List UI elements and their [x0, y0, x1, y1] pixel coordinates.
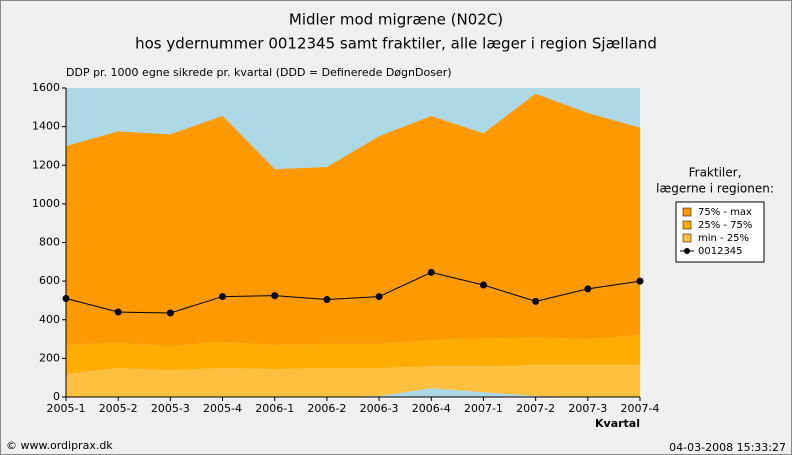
x-tick-label: 2005-3 — [151, 402, 190, 415]
y-tick-label: 400 — [39, 313, 60, 326]
y-tick-label: 600 — [39, 274, 60, 287]
marker — [219, 293, 227, 301]
y-tick-label: 1400 — [32, 120, 60, 133]
line — [65, 271, 641, 314]
area — [66, 93, 640, 346]
x-tick-label: 2005-1 — [47, 402, 86, 415]
marker — [532, 297, 540, 305]
x-tick-label: 2007-2 — [516, 402, 555, 415]
area — [66, 388, 640, 397]
marker — [271, 292, 279, 300]
marker — [479, 281, 487, 289]
marker — [636, 277, 644, 285]
marker — [62, 295, 70, 303]
legend-label: 75% - max — [698, 207, 752, 218]
legend-title: Fraktiler, — [689, 166, 742, 180]
x-axis-label: Kvartal — [595, 417, 640, 430]
footer: © www.ordiprax.dk — [6, 439, 113, 452]
marker — [427, 268, 435, 276]
legend-marker — [684, 248, 690, 254]
subtitle: DDP pr. 1000 egne sikrede pr. kvartal (D… — [66, 66, 452, 79]
x-tick-label: 2007-1 — [464, 402, 503, 415]
legend-swatch — [682, 233, 692, 243]
chart-title: hos ydernummer 0012345 samt fraktiler, a… — [135, 35, 657, 53]
chart-title: Midler mod migræne (N02C) — [289, 11, 503, 29]
x-tick-label: 2007-3 — [568, 402, 607, 415]
area — [66, 335, 640, 374]
legend-title: lægerne i regionen: — [656, 182, 774, 196]
marker — [584, 285, 592, 293]
legend-swatch — [682, 220, 692, 230]
y-tick-label: 200 — [39, 351, 60, 364]
y-tick-label: 1600 — [32, 81, 60, 94]
x-tick-label: 2006-4 — [412, 402, 451, 415]
legend-label: 25% - 75% — [698, 220, 752, 231]
marker — [323, 295, 331, 303]
legend-label: min - 25% — [698, 233, 749, 244]
marker — [114, 308, 122, 316]
x-tick-label: 2005-4 — [203, 402, 242, 415]
area — [66, 365, 640, 397]
y-tick-label: 0 — [53, 390, 60, 403]
x-tick-label: 2007-4 — [621, 402, 660, 415]
footer: 04-03-2008 15:33:27 — [669, 441, 786, 454]
x-tick-label: 2006-1 — [255, 402, 294, 415]
marker — [166, 309, 174, 317]
x-tick-label: 2006-3 — [360, 402, 399, 415]
legend-label: 0012345 — [698, 246, 743, 257]
x-tick-label: 2005-2 — [99, 402, 138, 415]
y-tick-label: 1200 — [32, 158, 60, 171]
y-tick-label: 800 — [39, 236, 60, 249]
x-tick-label: 2006-2 — [307, 402, 346, 415]
marker — [375, 293, 383, 301]
y-tick-label: 1000 — [32, 197, 60, 210]
legend-swatch — [682, 207, 692, 217]
